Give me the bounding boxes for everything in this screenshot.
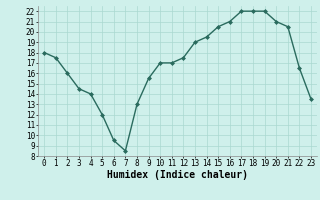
X-axis label: Humidex (Indice chaleur): Humidex (Indice chaleur) — [107, 170, 248, 180]
